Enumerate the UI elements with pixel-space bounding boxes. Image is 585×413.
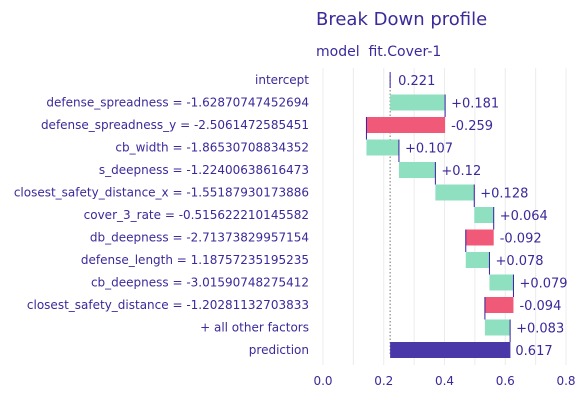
bar-prediction: [390, 342, 511, 358]
row-label: defense_length = 1.18757235195235: [81, 253, 309, 267]
chart-subtitle: model fit.Cover-1: [316, 44, 441, 60]
data-label: +0.181: [451, 97, 499, 112]
row-label: + all other factors: [200, 321, 309, 335]
x-tick-label: 0.6: [496, 374, 515, 388]
row-label: defense_spreadness_y = -2.5061472585451: [41, 118, 309, 132]
bar-contribution: [484, 297, 514, 313]
row-labels: intercept defense_spreadness = -1.6287074…: [14, 73, 309, 357]
data-label: 0.617: [515, 344, 552, 359]
bar-contribution: [390, 94, 446, 111]
row-label: cb_width = -1.86530708834352: [115, 141, 309, 155]
data-label: -0.092: [500, 232, 542, 247]
data-label: +0.083: [516, 322, 564, 337]
bar-contribution: [398, 162, 436, 178]
row-label: closest_safety_distance_x = -1.551879301…: [14, 186, 309, 200]
row-label: intercept: [255, 73, 309, 87]
plot-area: 0.221 +0.181 -0.259 +0.107 +0.12 +0.128 +0.064…: [365, 72, 568, 359]
bar-contribution: [465, 229, 494, 246]
x-axis: 0.0 0.2 0.4 0.6 0.8: [313, 374, 575, 388]
row-label: db_deepness = -2.71373829957154: [90, 231, 309, 245]
row-label: s_deepness = -1.22400638616473: [99, 163, 309, 177]
chart-title: Break Down profile: [316, 9, 487, 30]
row-label: defense_spreadness = -1.62870747452694: [46, 96, 309, 110]
data-label: +0.078: [495, 254, 543, 269]
row-label: cover_3_rate = -0.515622210145582: [84, 208, 309, 222]
data-label: -0.094: [519, 299, 561, 314]
bar-contribution: [474, 207, 494, 223]
row-label: prediction: [249, 343, 309, 357]
row-label: closest_safety_distance = -1.20281132703…: [27, 298, 309, 312]
data-label: -0.259: [451, 119, 493, 134]
data-label: +0.064: [500, 209, 548, 224]
x-tick-label: 0.8: [556, 374, 575, 388]
data-label: 0.221: [398, 74, 435, 89]
x-tick-label: 0.0: [313, 374, 332, 388]
data-label: +0.079: [519, 277, 567, 292]
data-label: +0.107: [405, 142, 453, 157]
bar-contribution: [484, 319, 511, 336]
bar-contribution: [435, 184, 475, 201]
x-tick-label: 0.4: [435, 374, 454, 388]
row-label: cb_deepness = -3.01590748275412: [91, 276, 309, 290]
data-label: +0.128: [480, 187, 528, 202]
data-label: +0.12: [441, 164, 481, 179]
bar-contribution: [465, 252, 490, 268]
bar-contribution: [366, 139, 399, 156]
x-tick-label: 0.2: [374, 374, 393, 388]
bar-contribution: [489, 274, 514, 291]
bar-contribution: [366, 117, 446, 133]
